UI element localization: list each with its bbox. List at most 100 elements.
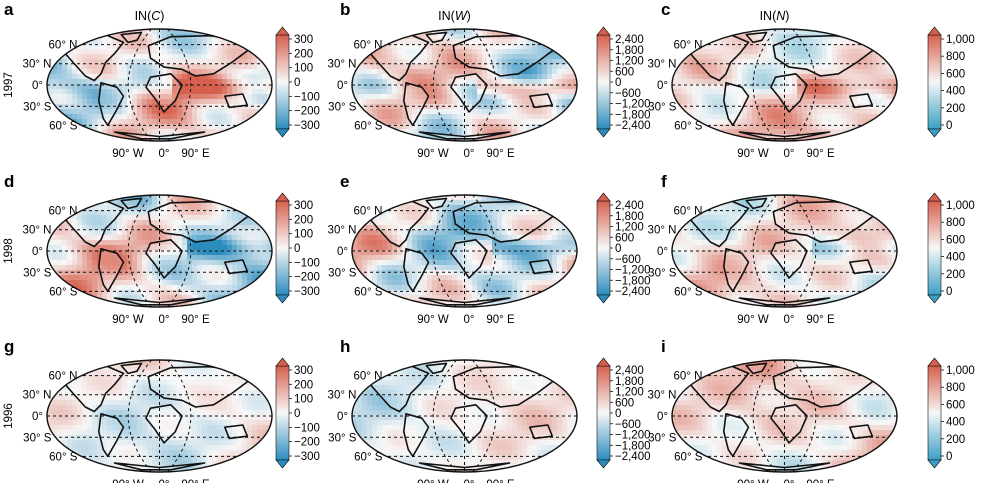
longitude-line [127,360,152,472]
colorbar-top-arrow [596,192,611,202]
coastline [452,365,556,408]
panel-label: b [340,0,350,19]
map-field [672,195,897,307]
latitude-label: 60° S [354,120,383,132]
panel-label: d [4,172,14,191]
colorbar: 1,000 800 600 400 200 0 [927,357,975,469]
colorbar-tick-label: 0 [615,77,621,89]
latitude-label: 60° N [674,40,703,52]
coastline [738,462,831,471]
coastline [224,424,249,440]
map-outline [671,359,898,473]
map-outline [351,28,578,142]
coastline [425,197,448,210]
longitude-line [432,29,457,141]
panel-label: i [661,337,666,356]
map-field [352,360,577,472]
longitude-label: 0° [159,314,170,326]
latitude-label: 30° S [23,101,52,113]
colorbar-tick-label: −200 [294,272,320,284]
longitude-label: 90° E [181,479,210,483]
colorbar-body [596,365,611,461]
latitude-label: 0° [657,411,668,423]
colorbar-tick-label: 300 [294,200,313,212]
longitude-label: 0° [464,314,475,326]
latitude-label: 30° S [648,267,677,279]
colorbar: 1,000 800 600 400 200 0 [927,192,975,304]
coastline [738,131,831,140]
latitude-label: 60° S [49,286,78,298]
coastline [147,200,251,243]
colorbar: 2,4001,8001,2006000−600−1,200−1,800−2,40… [596,192,651,304]
latitude-label: 60° S [49,120,78,132]
longitude-label: 0° [159,479,170,483]
colorbar-body [275,34,290,130]
longitude-label: 90° E [486,479,515,483]
latitude-label: 0° [337,246,348,258]
latitude-label: 60° S [354,286,383,298]
longitude-label: 0° [464,148,475,160]
colorbar-tick-label: 100 [294,63,313,75]
colorbar-tick-label: 200 [946,269,965,281]
colorbar-tick-label: −100 [294,257,320,269]
coastline [528,424,554,440]
coastline [98,248,125,293]
longitude-line [127,29,152,141]
coastline [147,365,251,408]
latitude-label: 30° N [648,390,677,402]
colorbar-tick-label: 0 [946,120,952,132]
longitude-label: 0° [784,314,795,326]
colorbar-top-arrow [596,357,611,367]
colorbar-tick-label: 1,200 [615,56,644,68]
panel-f: f 60° N 30° N 0° 30° S 60° S 90° W 0° 90° E 1,000… [648,172,975,326]
coastline [224,93,249,109]
colorbar-body [927,365,942,461]
coastline [402,82,430,127]
longitude-line [167,29,192,141]
coastline [772,200,876,243]
longitude-line [472,29,497,141]
colorbar-tick-label: 600 [615,397,634,409]
colorbar-tick-label: 400 [946,252,965,264]
colorbar-body [596,200,611,296]
latitude-label: 60° N [49,206,78,218]
latitude-label: 0° [32,80,43,92]
longitude-label: 90° W [737,148,769,160]
column-title: IN(C) [135,9,165,23]
colorbar-top-arrow [927,192,942,202]
coastline [745,197,768,210]
row-year-label: 1998 [3,238,15,264]
colorbar-bottom-arrow [596,128,611,138]
map-field [672,360,897,472]
latitude-label: 60° N [49,40,78,52]
longitude-line [167,360,192,472]
longitude-label: 90° E [486,148,515,160]
map-outline [46,28,273,142]
panel-d: d 1998 60° N 30° N 0° 30° S 60° S 90° W 0° 90° E 3… [3,172,320,326]
colorbar-tick-label: 200 [294,48,313,60]
coastline [722,412,750,458]
latitude-label: 30° N [23,59,52,71]
longitude-line [792,360,817,472]
colorbar-tick-label: 600 [615,66,634,78]
latitude-label: 0° [32,246,43,258]
coastline [98,82,125,127]
map-outline [671,194,898,308]
longitude-line [792,29,817,141]
latitude-label: 60° S [674,451,703,463]
colorbar-bottom-arrow [596,294,611,304]
colorbar-tick-label: −200 [294,106,320,118]
coastline [722,248,750,293]
colorbar-tick-label: 1,000 [946,34,975,46]
latitude-label: 0° [32,411,43,423]
panel-e: e 60° N 30° N 0° 30° S 60° S 90° W 0° 90° E 2,400… [328,172,651,326]
colorbar-tick-label: 600 [946,234,965,246]
colorbar-tick-label: 1,200 [615,222,644,234]
longitude-line [127,195,152,307]
coastline [722,82,750,127]
colorbar-tick-label: −1,800 [615,440,651,452]
colorbar-tick-label: 600 [946,68,965,80]
colorbar-body [275,200,290,296]
colorbar-top-arrow [275,26,290,36]
colorbar-top-arrow [927,357,942,367]
